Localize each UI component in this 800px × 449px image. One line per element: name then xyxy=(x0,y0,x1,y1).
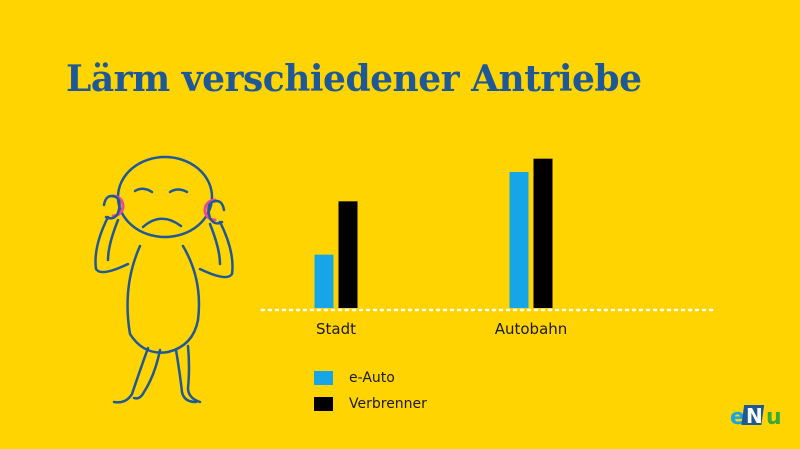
svg-text:N: N xyxy=(746,404,763,428)
left-leg xyxy=(112,346,150,404)
body xyxy=(126,244,201,354)
chart-title: Lärm verschiedener Antriebe xyxy=(66,58,642,100)
category-labels: Stadt Autobahn xyxy=(316,320,567,338)
svg-text:u: u xyxy=(766,405,782,430)
left-leg-inner xyxy=(132,348,162,400)
right-arm-inner xyxy=(208,222,222,266)
right-arm xyxy=(198,220,234,279)
right-leg xyxy=(174,348,198,404)
bar-autobahn-verbrenner xyxy=(533,158,553,308)
category-label-stadt: Stadt xyxy=(316,320,356,338)
left-arm-inner xyxy=(106,218,120,262)
left-hand xyxy=(102,194,121,220)
enu-logo-icon: e N u xyxy=(730,404,782,430)
left-eye xyxy=(133,187,154,194)
legend-item-verbrenner: Verbrenner xyxy=(314,396,427,412)
legend-label-e-auto: e-Auto xyxy=(349,370,395,386)
svg-text:e: e xyxy=(730,405,745,430)
bar-stadt-verbrenner xyxy=(338,201,358,308)
right-leg-inner xyxy=(186,344,202,404)
left-arm xyxy=(94,215,130,274)
category-label-autobahn: Autobahn xyxy=(495,320,568,338)
legend-swatch-verbrenner xyxy=(314,397,333,411)
bar-autobahn-e-auto xyxy=(509,172,529,308)
bar-stadt-e-auto xyxy=(314,254,334,308)
right-eye xyxy=(168,188,189,194)
legend-item-e-auto: e-Auto xyxy=(314,370,395,386)
right-hand xyxy=(207,199,226,225)
legend-swatch-e-auto xyxy=(314,371,333,385)
frustrated-person-illustration xyxy=(94,155,234,404)
legend-label-verbrenner: Verbrenner xyxy=(349,396,427,412)
bars-group xyxy=(314,158,553,308)
frown-mouth xyxy=(141,217,183,229)
